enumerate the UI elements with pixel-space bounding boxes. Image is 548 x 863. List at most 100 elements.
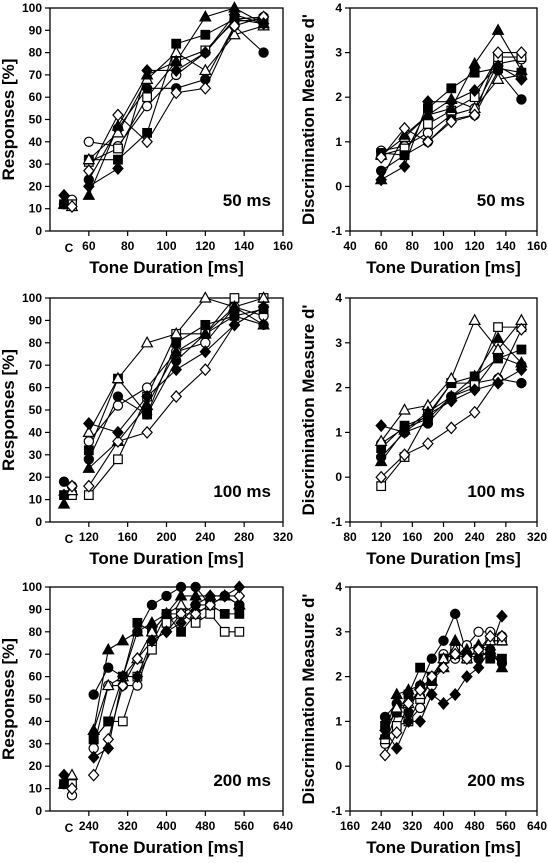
series-7-point [484, 629, 497, 643]
series-8-point [204, 589, 216, 603]
y-tick-label: 10 [29, 493, 43, 507]
series-6-point [199, 326, 212, 339]
series-4-point [103, 716, 114, 727]
series-8-point [402, 714, 415, 728]
series-7-point [228, 19, 241, 33]
series-8-point [112, 162, 124, 176]
x-tick-label: 560 [234, 819, 254, 833]
series-2-point [161, 590, 172, 602]
x-tick-label: 60 [374, 239, 388, 253]
y-tick-label: 50 [29, 403, 43, 417]
series-7-point [445, 421, 458, 435]
x-tick-label: 320 [527, 530, 547, 544]
y-tick-label: 0 [35, 515, 42, 529]
series-7-point [437, 661, 450, 675]
series-8-point [445, 394, 458, 408]
condition-annotation: 100 ms [213, 482, 271, 501]
series-6-point [468, 369, 481, 381]
series-7-point [449, 647, 461, 661]
x-axis-label: Tone Duration [ms] [366, 258, 521, 277]
series-2-point [88, 689, 99, 700]
series-7-point [472, 643, 485, 657]
y-axis-label: Responses [%] [0, 59, 18, 181]
series-8-point [398, 159, 411, 173]
y-axis-label: Discrimination Measure d' [299, 305, 318, 516]
series-6-point [390, 687, 404, 700]
y-tick-label: 90 [29, 313, 43, 327]
series-7-point [141, 135, 153, 149]
series-7-point [398, 121, 411, 135]
y-tick-label: 1 [335, 135, 342, 149]
series-7-point [461, 652, 473, 666]
series-8-point [175, 616, 187, 630]
series-8-point [515, 72, 528, 86]
x-tick-label: 640 [527, 819, 547, 833]
series-3-point [219, 626, 230, 637]
y-tick-label: 0 [35, 804, 42, 818]
series-6-point [101, 642, 115, 655]
x-tick-label: 160 [527, 239, 547, 253]
series-2-point [438, 635, 449, 646]
series-4-point [399, 150, 410, 161]
x-tick-label: 200 [433, 530, 453, 544]
condition-annotation: 200 ms [213, 771, 271, 790]
series-2-point [146, 599, 158, 611]
series-2-point [516, 377, 527, 389]
x-tick-label: 240 [371, 819, 391, 833]
series-6-point [169, 344, 183, 357]
x-tick-label: 400 [433, 819, 453, 833]
series-7-point [204, 598, 216, 612]
series-4-point [142, 409, 152, 420]
y-tick-label: 90 [29, 602, 43, 616]
series-8-point [170, 63, 183, 77]
series-8-point [422, 407, 434, 421]
y-tick-label: 0 [335, 470, 342, 484]
series-6-point [131, 624, 144, 637]
series-5-point [374, 434, 388, 446]
series-7-control-point [66, 199, 78, 213]
series-7-point [426, 670, 438, 684]
y-axis-label: Responses [%] [0, 349, 18, 471]
series-8-point [199, 46, 212, 60]
series-4-point [219, 608, 230, 619]
series-6-point [374, 454, 388, 467]
panel-1: 0 10 20 30 40 50 60 70 80 90 100 60 80 100 120 140 160 C 5… [0, 1, 293, 277]
series-8-point [437, 696, 450, 710]
x-tick-label: 160 [402, 530, 422, 544]
series-8-point [83, 179, 95, 193]
series-8-point [146, 634, 158, 648]
y-tick-label: 2 [335, 670, 342, 684]
series-7-point [468, 405, 481, 419]
y-tick-label: 0 [335, 179, 342, 193]
series-3-point [113, 143, 123, 154]
y-tick-label: 20 [29, 179, 43, 193]
series-5-point [491, 72, 505, 84]
x-tick-label: 160 [273, 239, 293, 253]
series-8-point [426, 688, 438, 702]
series-8-point [422, 95, 434, 109]
series-2-point [449, 608, 461, 620]
x-tick-label: 240 [195, 530, 215, 544]
x-tick-label: 200 [156, 530, 176, 544]
series-4-point [415, 662, 426, 673]
y-tick-label: -1 [331, 224, 342, 238]
series-6-point [199, 10, 212, 22]
x-tick-label: 480 [195, 819, 215, 833]
y-tick-label: 90 [29, 23, 43, 37]
series-5-point [140, 335, 154, 348]
x-tick-label: 320 [273, 530, 293, 544]
series-1-point [141, 100, 153, 112]
series-3-point [113, 454, 123, 465]
y-tick-label: 30 [29, 157, 43, 171]
series-8-point [375, 419, 387, 433]
series-6-control-point [57, 197, 71, 209]
y-tick-label: 30 [29, 737, 43, 751]
series-5-point [199, 63, 212, 76]
y-tick-label: 20 [29, 470, 43, 484]
series-1-point [83, 436, 95, 447]
series-7-point [375, 470, 387, 484]
series-1-line [384, 631, 503, 744]
x-tick-label: 480 [465, 819, 485, 833]
y-tick-label: 40 [29, 135, 43, 149]
